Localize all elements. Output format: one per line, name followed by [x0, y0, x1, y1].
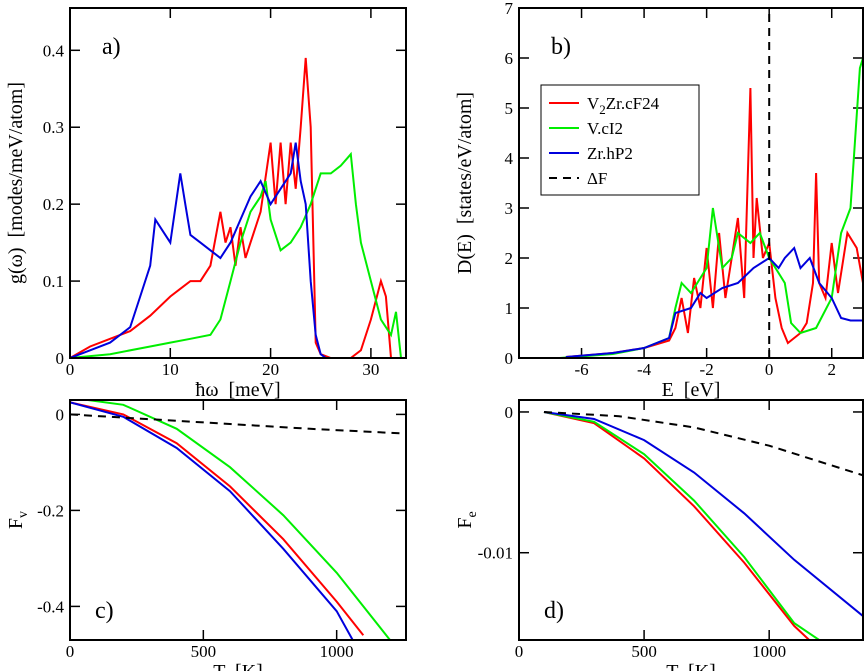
series-line: [559, 57, 863, 358]
axis-label: g(ω) [modes/meV/atom]: [5, 82, 27, 284]
series-line: [543, 411, 863, 617]
y-tick-label: 0.2: [43, 195, 64, 214]
plot-frame: [518, 7, 864, 359]
axis-label: ħω [meV]: [195, 379, 280, 401]
y-tick-label: 0.3: [43, 118, 64, 137]
legend-label: Zr.hP2: [587, 144, 633, 163]
series-line: [70, 151, 402, 358]
y-tick-label: 0.1: [43, 272, 64, 291]
plot-frame: [518, 399, 864, 641]
y-tick-label: 0: [505, 403, 514, 422]
axis-label: Fv: [5, 511, 31, 529]
legend-label: V.cI2: [587, 119, 623, 138]
x-tick-label: -2: [700, 360, 714, 379]
y-tick-label: -0.4: [37, 597, 64, 616]
y-tick-label: 0.4: [43, 41, 65, 60]
x-tick-label: 0: [765, 360, 774, 379]
x-tick-label: 500: [631, 642, 657, 661]
series-line: [70, 142, 327, 358]
y-tick-label: -0.01: [478, 544, 513, 563]
x-tick-label: -4: [637, 360, 652, 379]
series-line: [70, 413, 406, 435]
y-tick-label: 3: [505, 199, 514, 218]
series-line: [543, 411, 810, 640]
x-tick-label: 1000: [320, 642, 354, 661]
series-line: [70, 401, 354, 640]
y-tick-label: 2: [505, 249, 514, 268]
series-line: [543, 411, 820, 640]
panel-label: d): [544, 598, 564, 624]
y-tick-label: 4: [505, 149, 514, 168]
x-tick-label: 500: [191, 642, 217, 661]
y-tick-label: 5: [505, 99, 514, 118]
panel-label: a): [102, 34, 121, 60]
legend-label: V2Zr.cF24: [587, 94, 660, 117]
label-main: F: [454, 518, 476, 529]
x-tick-label: 1000: [752, 642, 786, 661]
series-line: [70, 57, 396, 358]
series-line: [70, 401, 365, 636]
y-tick-label: 1: [505, 299, 514, 318]
plot-frame: [69, 399, 407, 641]
label-main: F: [5, 518, 27, 529]
legend-label: ΔF: [587, 169, 607, 188]
axis-label: Fe: [454, 511, 480, 528]
series-line: [80, 400, 391, 640]
y-tick-label: 0: [56, 405, 65, 424]
panel-label: c): [95, 598, 114, 624]
axis-label: T [K]: [213, 661, 263, 671]
y-tick-label: 0: [505, 349, 514, 368]
x-tick-label: 10: [162, 360, 179, 379]
x-tick-label: 0: [66, 642, 75, 661]
y-tick-label: -0.2: [37, 501, 64, 520]
y-tick-label: 7: [505, 0, 514, 18]
label-sub: v: [16, 511, 31, 518]
y-tick-label: 6: [505, 49, 514, 68]
panel-label: b): [551, 34, 571, 60]
series-line: [565, 246, 863, 358]
label-sub: e: [465, 511, 480, 517]
x-tick-label: 2: [827, 360, 836, 379]
axis-label: E [eV]: [662, 379, 721, 401]
x-tick-label: 0: [66, 360, 75, 379]
x-tick-label: 30: [362, 360, 379, 379]
x-tick-label: 20: [262, 360, 279, 379]
x-tick-label: 0: [515, 642, 524, 661]
axis-label: D(E) [states/eV/atom]: [454, 92, 476, 274]
plot-frame: [69, 7, 407, 359]
axis-label: T [K]: [666, 661, 716, 671]
x-tick-label: -6: [574, 360, 588, 379]
y-tick-label: 0: [56, 349, 65, 368]
